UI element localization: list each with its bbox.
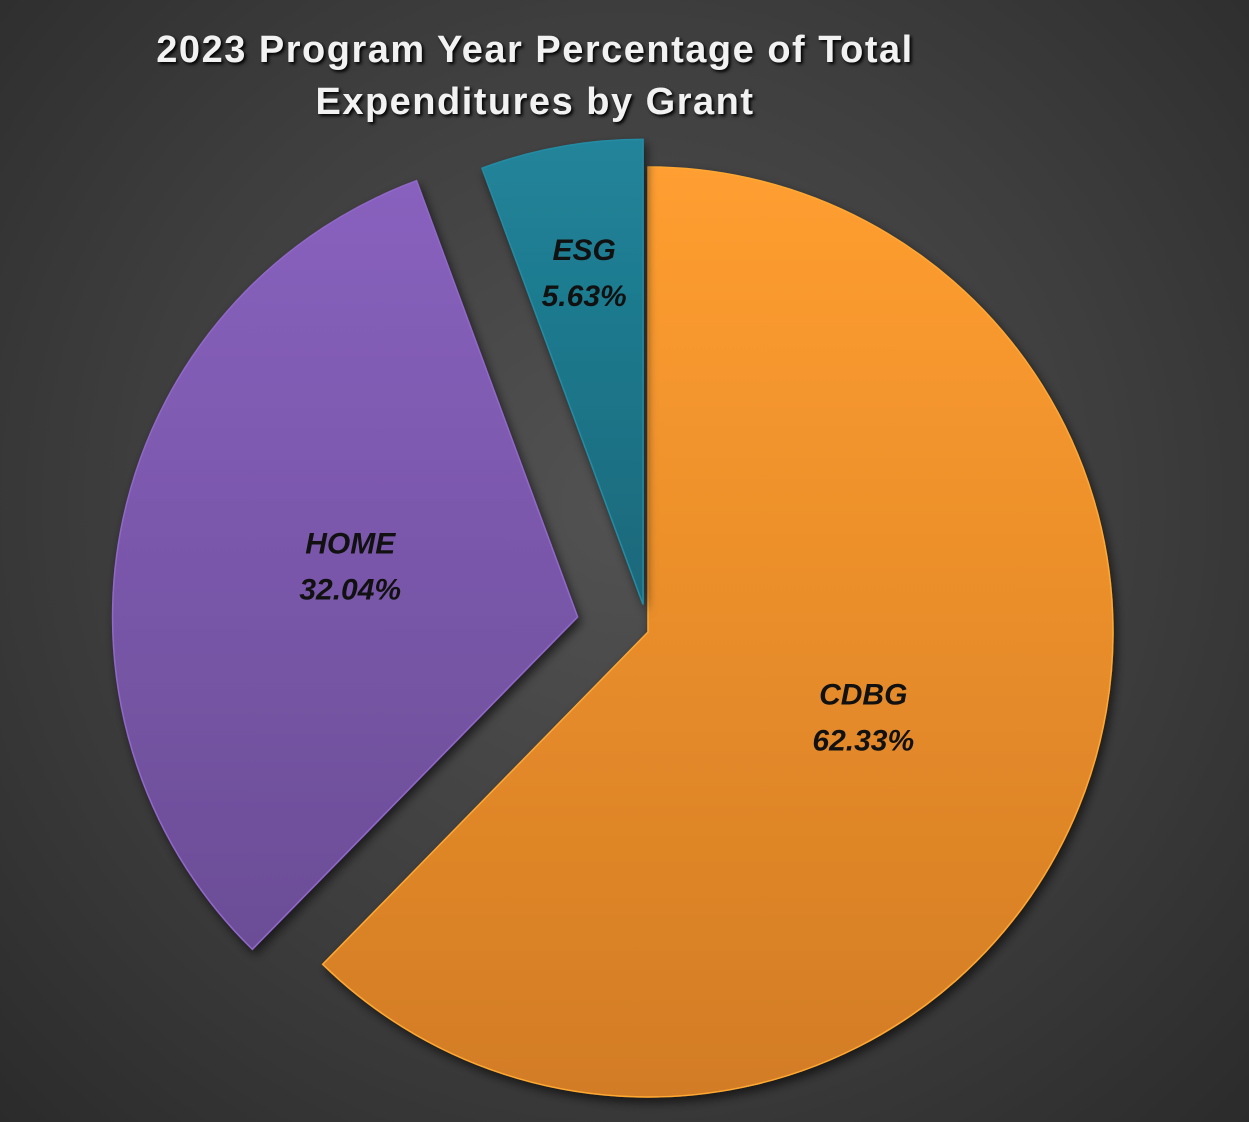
slice-value-label: 62.33% xyxy=(812,725,914,758)
slice-label: ESG xyxy=(552,234,615,267)
slice-value-label: 5.63% xyxy=(542,280,627,313)
slice-label: HOME xyxy=(305,527,396,560)
pie-slice xyxy=(481,138,644,605)
chart-title: 2023 Program Year Percentage of Total Ex… xyxy=(156,29,914,123)
slice-label: CDBG xyxy=(819,679,907,712)
pie-slice xyxy=(321,166,1114,1098)
pie-slice xyxy=(111,179,579,951)
slice-value-label: 32.04% xyxy=(299,573,401,606)
